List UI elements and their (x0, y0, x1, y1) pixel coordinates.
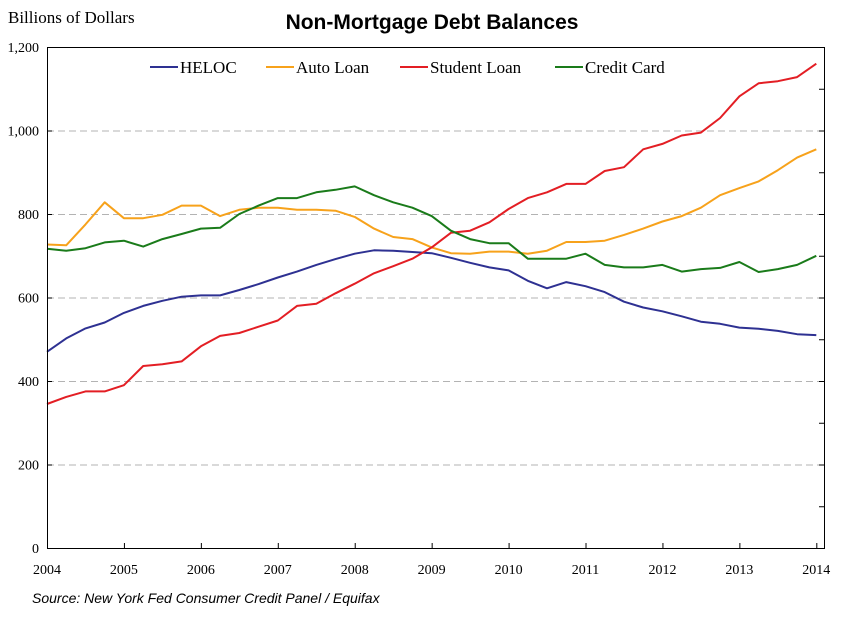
x-tick-label: 2011 (572, 563, 599, 578)
chart-title: Non-Mortgage Debt Balances (286, 11, 579, 34)
x-tick-label: 2010 (495, 563, 523, 578)
legend-label-heloc: HELOC (180, 58, 237, 77)
y-tick-label: 1,000 (8, 125, 40, 140)
gridlines (47, 130, 824, 466)
x-tick-label: 2007 (264, 563, 292, 578)
x-tick-label: 2008 (341, 563, 369, 578)
legend: HELOC Auto Loan Student Loan Credit Card (150, 58, 665, 77)
y-tick-label: 600 (18, 292, 39, 307)
y-tick-label: 400 (18, 375, 39, 390)
source-note: Source: New York Fed Consumer Credit Pan… (32, 590, 381, 606)
x-tick-label: 2006 (187, 563, 215, 578)
legend-label-credit-card: Credit Card (585, 58, 665, 77)
legend-label-auto-loan: Auto Loan (296, 58, 370, 77)
series-line-credit-card (46, 185, 817, 273)
series-lines (46, 62, 817, 405)
x-tick-label: 2009 (418, 563, 446, 578)
legend-label-student-loan: Student Loan (430, 58, 522, 77)
series-line-student-loan (46, 62, 817, 405)
y-tick-label: 0 (32, 542, 39, 557)
x-tick-label: 2004 (33, 563, 61, 578)
y-unit-label: Billions of Dollars (8, 8, 135, 27)
y-tick-label: 1,200 (8, 41, 40, 56)
series-line-heloc (46, 249, 817, 353)
x-tick-label: 2005 (110, 563, 138, 578)
x-tick-label: 2013 (725, 563, 753, 578)
x-tick-label: 2014 (802, 563, 830, 578)
y-tick-label: 200 (18, 459, 39, 474)
series-line-auto-loan (46, 148, 817, 255)
y-tick-label: 800 (18, 208, 39, 223)
x-tick-label: 2012 (648, 563, 676, 578)
axes: 0 200 400 600 800 1,000 1,200 2004 2005 2006 2007 2… (8, 41, 831, 578)
